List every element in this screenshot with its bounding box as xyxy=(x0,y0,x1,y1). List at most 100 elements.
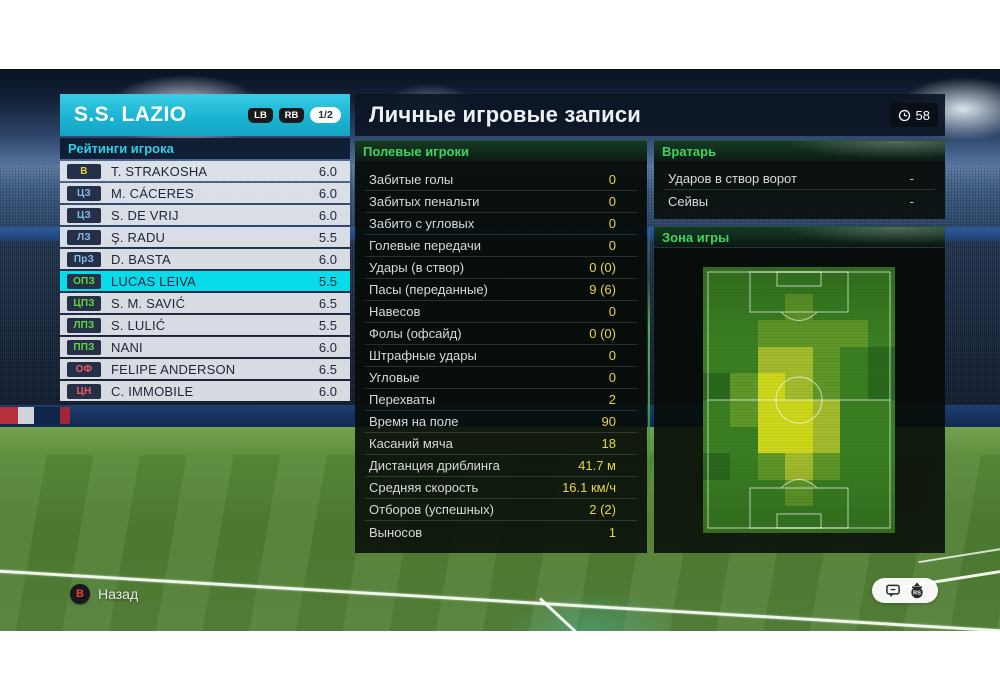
stat-label: Средняя скорость xyxy=(369,480,479,495)
player-rating: 6.5 xyxy=(318,361,337,377)
stat-row: Навесов 0 xyxy=(365,301,637,323)
stat-label: Забитых пенальти xyxy=(369,194,480,209)
stat-label: Дистанция дриблинга xyxy=(369,458,500,473)
player-row[interactable]: ЛПЗ S. LULIĆ 5.5 xyxy=(60,315,350,335)
billboard-segment xyxy=(34,407,60,424)
stat-row: Фолы (офсайд) 0 (0) xyxy=(365,323,637,345)
stat-label: Ударов в створ ворот xyxy=(668,171,797,186)
lb-bumper-button[interactable]: LB xyxy=(248,107,273,123)
player-name: NANI xyxy=(111,339,143,355)
player-name: T. STRAKOSHA xyxy=(111,163,208,179)
field-stats: Забитые голы 0 Забитых пенальти 0 Забито с у… xyxy=(355,161,647,553)
back-button-label: Назад xyxy=(98,586,139,602)
play-zone-header-label: Зона игры xyxy=(662,229,730,245)
stat-row: Голевые передачи 0 xyxy=(365,235,637,257)
position-badge: ОПЗ xyxy=(67,273,101,289)
stat-label: Время на поле xyxy=(369,414,459,429)
player-rating: 6.0 xyxy=(318,383,337,399)
back-button[interactable]: B Назад xyxy=(70,584,138,604)
chat-bubble-icon[interactable] xyxy=(885,584,901,598)
play-zone-section-header: Зона игры xyxy=(654,226,945,247)
clock-icon xyxy=(898,109,910,121)
stat-row: Отборов (успешных) 2 (2) xyxy=(365,499,637,521)
stat-row: Удары (в створ) 0 (0) xyxy=(365,257,637,279)
player-name: S. M. SAVIĆ xyxy=(111,295,186,311)
player-row[interactable]: ОПЗ LUCAS LEIVA 5.5 xyxy=(60,271,350,291)
player-row[interactable]: ПрЗ D. BASTA 6.0 xyxy=(60,249,350,269)
player-name: Ş. RADU xyxy=(111,229,166,245)
player-rating: 6.0 xyxy=(318,185,337,201)
stat-value: 1 xyxy=(608,524,616,540)
billboard-segment xyxy=(60,407,70,424)
stat-value: 0 xyxy=(608,172,616,187)
stat-value: 0 xyxy=(608,238,616,253)
stat-row: Касаний мяча 18 xyxy=(365,433,637,455)
heatmap-pitch xyxy=(703,267,895,533)
gk-stats: Ударов в створ ворот - Сейвы - xyxy=(654,161,945,219)
match-clock: 58 xyxy=(889,103,938,127)
stat-row: Пасы (переданные) 9 (6) xyxy=(365,279,637,301)
player-rating: 5.5 xyxy=(318,229,337,245)
stat-value: - xyxy=(909,171,914,186)
stat-value: 16.1 км/ч xyxy=(562,480,616,495)
player-name: FELIPE ANDERSON xyxy=(111,361,236,377)
stat-row: Забитые голы 0 xyxy=(365,169,637,191)
player-rating: 6.0 xyxy=(318,163,337,179)
pitch-line xyxy=(0,568,1000,631)
player-row[interactable]: ЦЗ M. CÁCERES 6.0 xyxy=(60,183,350,203)
stat-value: 9 (6) xyxy=(589,282,616,297)
player-name: M. CÁCERES xyxy=(111,185,194,201)
player-row[interactable]: ЛЗ Ş. RADU 5.5 xyxy=(60,227,350,247)
stat-label: Отборов (успешных) xyxy=(369,502,494,517)
player-row[interactable]: ЦЗ S. DE VRIJ 6.0 xyxy=(60,205,350,225)
position-badge: ЛЗ xyxy=(67,229,101,245)
player-rating: 6.5 xyxy=(318,295,337,311)
rs-label: RS xyxy=(912,591,920,597)
stat-label: Касаний мяча xyxy=(369,436,453,451)
stat-row: Время на поле 90 xyxy=(365,411,637,433)
stat-value: - xyxy=(909,193,914,209)
player-row[interactable]: В T. STRAKOSHA 6.0 xyxy=(60,161,350,181)
position-badge: ЦН xyxy=(67,383,101,399)
stat-label: Выносов xyxy=(369,524,423,540)
stat-label: Штрафные удары xyxy=(369,348,477,363)
position-badge: ППЗ xyxy=(67,339,101,355)
b-button-icon: B xyxy=(70,584,90,604)
stat-label: Забито с угловых xyxy=(369,216,475,231)
stat-row: Забитых пенальти 0 xyxy=(365,191,637,213)
position-badge: ПрЗ xyxy=(67,251,101,267)
billboard-segment xyxy=(0,407,18,424)
stat-value: 2 xyxy=(608,392,616,407)
stat-value: 0 (0) xyxy=(589,326,616,341)
player-ratings-header: Рейтинги игрока xyxy=(60,138,350,159)
stat-label: Фолы (офсайд) xyxy=(369,326,462,341)
player-ratings-header-label: Рейтинги игрока xyxy=(68,141,174,156)
player-rating: 5.5 xyxy=(318,273,337,289)
stat-row: Сейвы - xyxy=(664,190,935,212)
player-row[interactable]: ОФ FELIPE ANDERSON 6.5 xyxy=(60,359,350,379)
player-rating: 6.0 xyxy=(318,251,337,267)
stat-value: 0 xyxy=(608,370,616,385)
stat-value: 0 xyxy=(608,304,616,319)
stat-label: Голевые передачи xyxy=(369,238,482,253)
player-row[interactable]: ЦН C. IMMOBILE 6.0 xyxy=(60,381,350,401)
match-clock-value: 58 xyxy=(915,107,930,123)
rb-bumper-button[interactable]: RB xyxy=(279,107,304,123)
right-stick-icon[interactable]: RS xyxy=(909,582,925,599)
stat-row: Перехваты 2 xyxy=(365,389,637,411)
team-name: S.S. LAZIO xyxy=(74,103,187,126)
player-row[interactable]: ЦПЗ S. M. SAVIĆ 6.5 xyxy=(60,293,350,313)
player-row[interactable]: ППЗ NANI 6.0 xyxy=(60,337,350,357)
position-badge: ЦЗ xyxy=(67,185,101,201)
position-badge: ЛПЗ xyxy=(67,317,101,333)
player-name: S. LULIĆ xyxy=(111,317,166,333)
player-rating: 6.0 xyxy=(318,339,337,355)
stat-value: 90 xyxy=(601,414,616,429)
scroll-indicator[interactable] xyxy=(648,229,650,553)
player-list: В T. STRAKOSHA 6.0 ЦЗ M. CÁCERES 6.0 ЦЗ S. DE V… xyxy=(60,161,350,403)
field-players-section-header: Полевые игроки xyxy=(355,140,647,161)
stat-value: 18 xyxy=(601,436,616,451)
player-name: C. IMMOBILE xyxy=(111,383,194,399)
player-rating: 6.0 xyxy=(318,207,337,223)
